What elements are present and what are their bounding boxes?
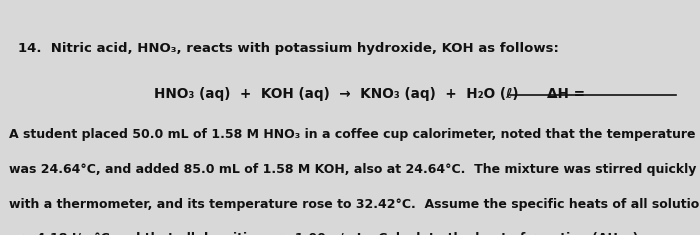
Text: A student placed 50.0 mL of 1.58 M HNO₃ in a coffee cup calorimeter, noted that : A student placed 50.0 mL of 1.58 M HNO₃ … [9,128,696,141]
Text: 14.  Nitric acid, HNO₃, reacts with potassium hydroxide, KOH as follows:: 14. Nitric acid, HNO₃, reacts with potas… [18,42,559,55]
Text: was 24.64°C, and added 85.0 mL of 1.58 M KOH, also at 24.64°C.  The mixture was : was 24.64°C, and added 85.0 mL of 1.58 M… [9,163,696,176]
Text: are 4.18 J/g °C and that all densities are 1.00 g/mL.  Calculate the heat of rea: are 4.18 J/g °C and that all densities a… [9,232,638,235]
Text: HNO₃ (aq)  +  KOH (aq)  →  KNO₃ (aq)  +  H₂O (ℓ)      ΔH =: HNO₃ (aq) + KOH (aq) → KNO₃ (aq) + H₂O (… [154,87,590,101]
Text: with a thermometer, and its temperature rose to 32.42°C.  Assume the specific he: with a thermometer, and its temperature … [9,198,700,211]
